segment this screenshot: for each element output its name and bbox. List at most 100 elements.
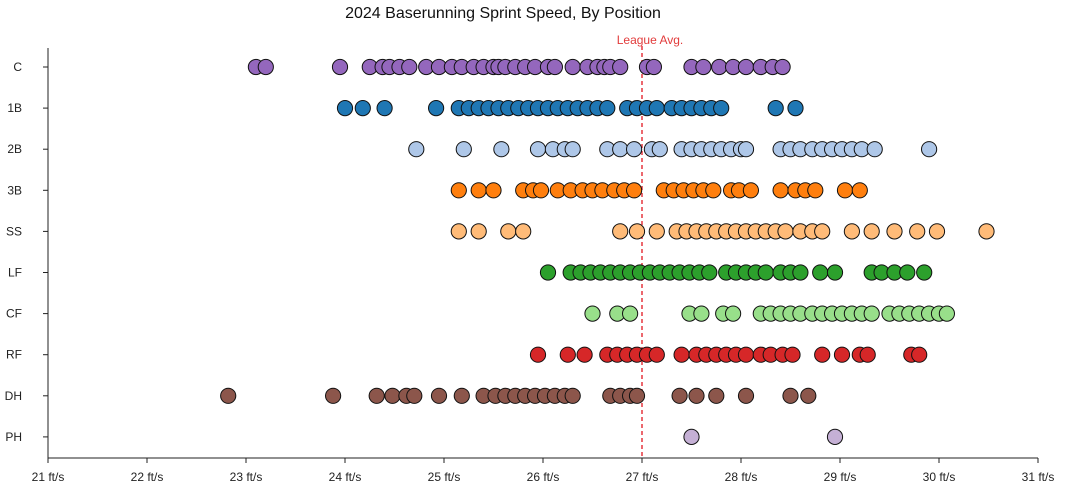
point-1b xyxy=(767,100,784,117)
point-2b xyxy=(866,141,883,158)
x-tick-label: 23 ft/s xyxy=(230,470,263,484)
point-2b xyxy=(612,141,629,158)
point-dh xyxy=(688,387,705,404)
point-1b xyxy=(376,100,393,117)
x-tick-label: 28 ft/s xyxy=(725,470,758,484)
x-tick-label: 30 ft/s xyxy=(923,470,956,484)
point-dh xyxy=(737,387,755,404)
point-lf xyxy=(792,264,809,281)
y-tick-label-1b: 1B xyxy=(7,101,22,115)
point-c xyxy=(546,58,564,76)
point-3b xyxy=(470,182,487,199)
point-c xyxy=(612,58,629,76)
y-tick-label-3b: 3B xyxy=(7,183,22,197)
y-tick-label-ss: SS xyxy=(6,224,22,238)
point-dh xyxy=(800,387,817,404)
point-dh xyxy=(325,387,342,404)
point-rf xyxy=(737,346,755,363)
point-1b xyxy=(648,100,665,117)
y-tick-label-lf: LF xyxy=(8,266,22,280)
point-2b xyxy=(626,141,643,158)
y-tick-label-dh: DH xyxy=(5,389,22,403)
point-ss xyxy=(648,223,665,240)
x-tick-label: 27 ft/s xyxy=(626,470,659,484)
point-ss xyxy=(863,223,880,240)
point-2b xyxy=(737,141,755,158)
x-tick-label: 31 ft/s xyxy=(1022,470,1055,484)
point-rf xyxy=(784,346,801,363)
point-c xyxy=(564,58,581,76)
point-ss xyxy=(450,223,467,240)
point-cf xyxy=(863,305,880,322)
point-3b xyxy=(742,182,760,199)
point-dh xyxy=(671,387,688,404)
point-lf xyxy=(826,264,844,281)
point-2b xyxy=(921,141,938,158)
point-3b xyxy=(836,182,854,199)
point-dh xyxy=(430,387,448,404)
point-cf xyxy=(725,305,742,322)
x-tick-label: 21 ft/s xyxy=(32,470,65,484)
point-1b xyxy=(336,100,354,117)
point-ss xyxy=(470,223,487,240)
point-lf xyxy=(812,264,829,281)
y-tick-label-rf: RF xyxy=(6,348,22,362)
point-ss xyxy=(814,223,831,240)
league-average-label: League Avg. xyxy=(617,33,684,47)
point-ss xyxy=(515,223,532,240)
point-lf xyxy=(916,264,933,281)
point-2b xyxy=(493,141,510,158)
point-3b xyxy=(626,182,643,199)
point-c xyxy=(695,58,712,76)
point-3b xyxy=(851,182,868,199)
point-2b xyxy=(651,141,668,158)
point-rf xyxy=(814,346,831,363)
point-ss xyxy=(928,223,946,240)
point-1b xyxy=(787,100,804,117)
point-3b xyxy=(532,182,550,199)
point-rf xyxy=(559,346,576,363)
point-ss xyxy=(886,223,903,240)
y-tick-label-ph: PH xyxy=(5,430,22,444)
point-cf xyxy=(938,305,956,322)
point-2b xyxy=(529,141,547,158)
point-1b xyxy=(713,100,730,117)
point-3b xyxy=(450,182,467,199)
point-cf xyxy=(622,305,639,322)
point-1b xyxy=(599,100,616,117)
point-3b xyxy=(485,182,502,199)
point-cf xyxy=(584,305,601,322)
x-tick-label: 22 ft/s xyxy=(131,470,164,484)
point-ss xyxy=(628,223,646,240)
point-dh xyxy=(564,387,581,404)
x-tick-label: 26 ft/s xyxy=(527,470,560,484)
point-rf xyxy=(576,346,593,363)
chart-title: 2024 Baserunning Sprint Speed, By Positi… xyxy=(345,5,661,22)
league-average-reference: League Avg. xyxy=(617,33,684,458)
point-2b xyxy=(564,141,581,158)
point-lf xyxy=(701,264,718,281)
point-ph xyxy=(683,428,700,445)
chart-axes: C 1B 2B 3B SS LF CF RF DH PH 21 ft/s 22 ft/s 23 ft/s… xyxy=(5,48,1055,484)
point-3b xyxy=(807,182,824,199)
point-c xyxy=(645,58,663,76)
point-c xyxy=(774,58,791,76)
point-3b xyxy=(772,182,789,199)
point-rf xyxy=(648,346,665,363)
point-dh xyxy=(220,387,237,404)
point-c xyxy=(401,58,418,76)
point-2b xyxy=(408,141,425,158)
point-rf xyxy=(673,346,690,363)
x-tick-label: 24 ft/s xyxy=(329,470,362,484)
x-tick-label: 29 ft/s xyxy=(824,470,857,484)
point-dh xyxy=(453,387,470,404)
point-rf xyxy=(529,346,547,363)
point-dh xyxy=(368,387,385,404)
point-1b xyxy=(428,100,445,117)
point-lf xyxy=(539,264,557,281)
point-lf xyxy=(899,264,916,281)
point-ph xyxy=(826,428,844,445)
point-rf xyxy=(911,346,928,363)
point-ss xyxy=(978,223,995,240)
